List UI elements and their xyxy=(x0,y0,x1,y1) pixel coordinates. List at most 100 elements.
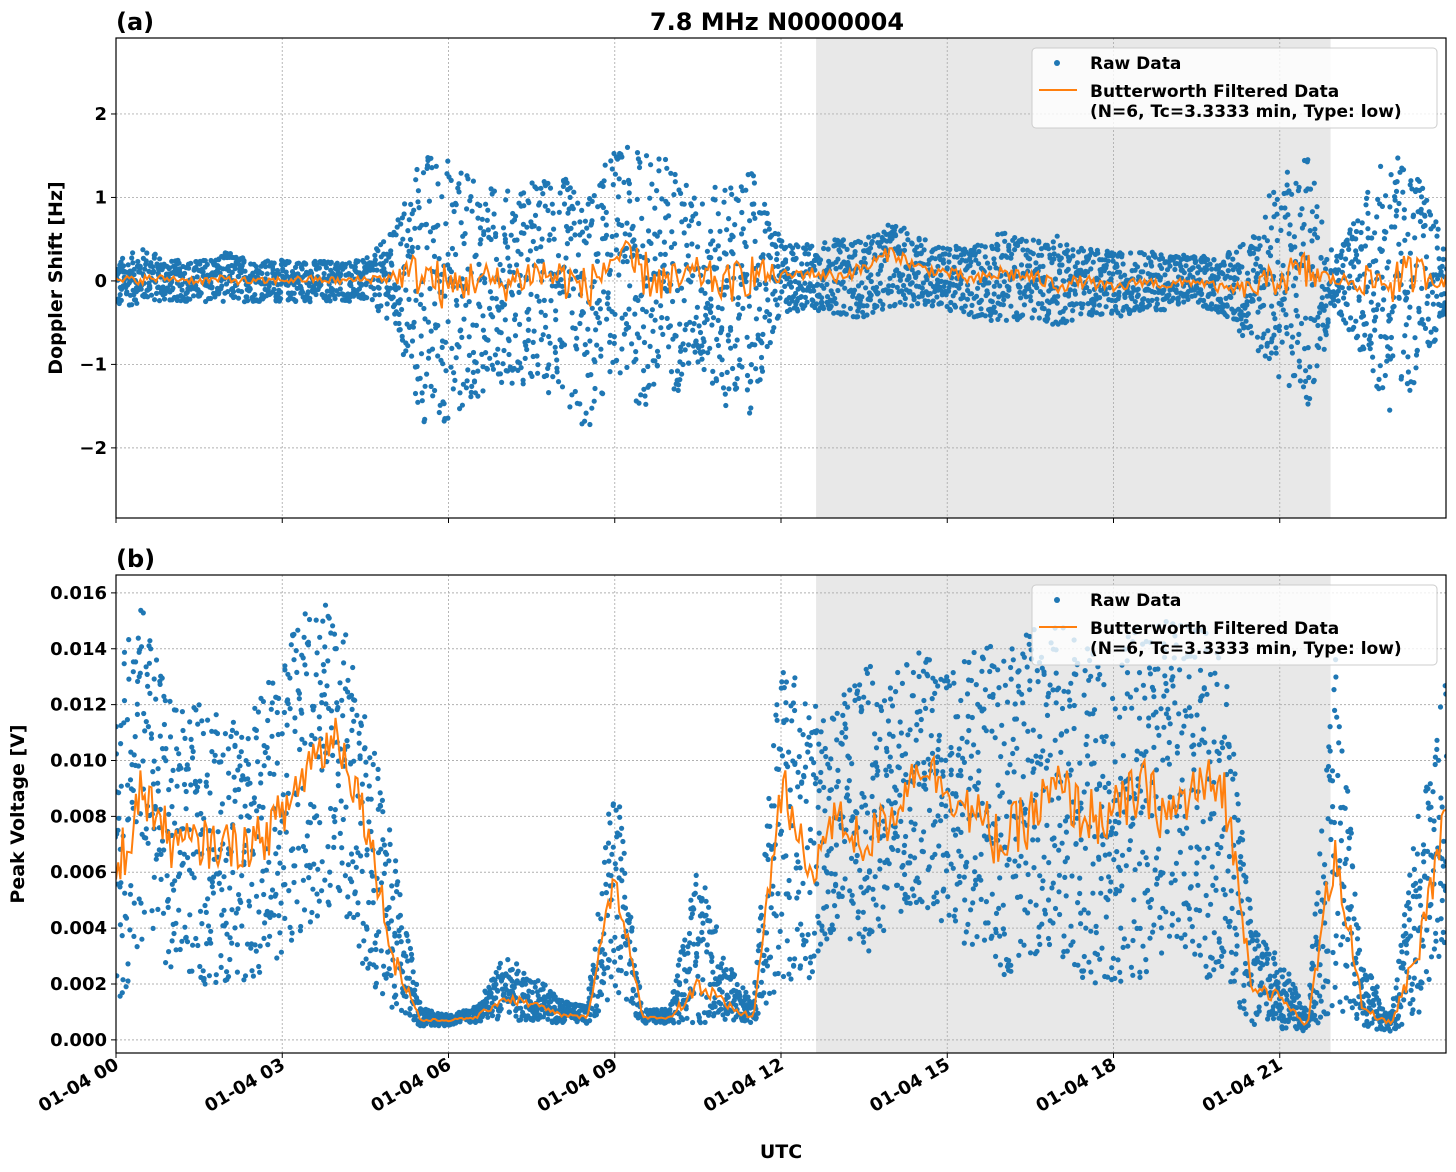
raw-data-point xyxy=(264,744,270,751)
raw-data-point xyxy=(582,342,588,348)
raw-data-point xyxy=(1372,327,1378,333)
raw-data-point xyxy=(1307,396,1313,402)
raw-data-point xyxy=(1351,324,1357,330)
raw-data-point xyxy=(1070,247,1076,253)
raw-data-point xyxy=(589,405,595,411)
raw-data-point xyxy=(605,295,611,301)
raw-data-point xyxy=(313,672,319,678)
raw-data-point xyxy=(1346,246,1352,252)
raw-data-point xyxy=(842,285,848,291)
raw-data-point xyxy=(828,303,834,309)
raw-data-point xyxy=(738,184,744,190)
raw-data-point xyxy=(183,934,189,941)
raw-data-point xyxy=(171,887,177,893)
raw-data-point xyxy=(535,370,541,376)
raw-data-point xyxy=(321,692,327,698)
raw-data-point xyxy=(376,285,382,291)
raw-data-point xyxy=(1293,307,1299,314)
raw-data-point xyxy=(414,166,420,173)
raw-data-point xyxy=(288,937,295,943)
raw-data-point xyxy=(534,293,540,299)
raw-data-point xyxy=(1002,230,1008,236)
raw-data-point xyxy=(1379,306,1386,312)
raw-data-point xyxy=(633,356,639,362)
raw-data-point xyxy=(598,916,604,922)
legend-raw-label: Raw Data xyxy=(1090,54,1181,74)
raw-data-point xyxy=(632,243,638,249)
raw-data-point xyxy=(779,238,785,244)
raw-data-point xyxy=(477,202,483,209)
raw-data-point xyxy=(555,379,562,385)
raw-data-point xyxy=(1128,250,1134,256)
raw-data-point xyxy=(1026,282,1032,288)
raw-data-point xyxy=(264,271,270,277)
raw-data-point xyxy=(1236,269,1242,275)
raw-data-point xyxy=(430,393,436,399)
raw-data-point xyxy=(213,712,219,718)
raw-data-point xyxy=(398,925,405,931)
raw-data-point xyxy=(869,238,875,245)
raw-data-point xyxy=(714,265,720,271)
raw-data-point xyxy=(793,255,799,261)
raw-data-point xyxy=(230,289,237,295)
raw-data-point xyxy=(539,236,545,242)
raw-data-point xyxy=(620,259,626,265)
raw-data-point xyxy=(1276,323,1282,329)
raw-data-point xyxy=(690,343,697,349)
raw-data-point xyxy=(508,289,515,295)
raw-data-point xyxy=(1247,292,1253,299)
raw-data-point xyxy=(1284,331,1290,337)
raw-data-point xyxy=(147,638,153,644)
raw-data-point xyxy=(1175,301,1181,307)
raw-data-point xyxy=(150,781,157,787)
raw-data-point xyxy=(205,923,212,929)
raw-data-point xyxy=(775,263,781,269)
raw-data-point xyxy=(1029,315,1035,321)
raw-data-point xyxy=(384,851,390,857)
raw-data-point xyxy=(289,930,295,936)
raw-data-point xyxy=(952,289,958,296)
raw-data-point xyxy=(308,270,315,276)
raw-data-point xyxy=(1248,330,1255,336)
raw-data-point xyxy=(305,642,311,648)
raw-data-point xyxy=(159,838,166,844)
raw-data-point xyxy=(1051,245,1057,251)
raw-data-point xyxy=(1209,301,1215,307)
raw-data-point xyxy=(624,258,630,265)
raw-data-point xyxy=(134,944,140,950)
raw-data-point xyxy=(244,298,251,304)
raw-data-point xyxy=(514,262,520,268)
raw-data-point xyxy=(458,220,464,226)
raw-data-point xyxy=(187,296,193,302)
raw-data-point xyxy=(393,232,399,238)
raw-data-point xyxy=(323,701,329,707)
raw-data-point xyxy=(593,327,599,333)
raw-data-point xyxy=(153,657,160,663)
raw-data-point xyxy=(306,280,312,287)
raw-data-point xyxy=(208,940,214,946)
raw-data-point xyxy=(505,244,511,250)
raw-data-point xyxy=(1357,273,1363,279)
raw-data-point xyxy=(798,294,805,300)
raw-data-point xyxy=(1402,237,1408,243)
raw-data-point xyxy=(1051,251,1057,257)
raw-data-point xyxy=(239,923,245,929)
raw-data-point xyxy=(449,245,455,252)
raw-data-point xyxy=(204,941,210,947)
raw-data-point xyxy=(437,402,443,408)
raw-data-point xyxy=(372,292,378,298)
raw-data-point xyxy=(841,303,847,309)
raw-data-point xyxy=(667,323,674,329)
raw-data-point xyxy=(1028,298,1034,304)
raw-data-point xyxy=(1378,248,1385,254)
raw-data-point xyxy=(1027,256,1033,262)
raw-data-point xyxy=(697,329,704,336)
raw-data-point xyxy=(662,251,668,257)
raw-data-point xyxy=(203,783,210,789)
raw-data-point xyxy=(1214,276,1220,282)
raw-data-point xyxy=(1146,255,1152,261)
raw-data-point xyxy=(925,261,931,267)
raw-data-point xyxy=(1141,296,1147,302)
raw-data-point xyxy=(1304,159,1310,165)
